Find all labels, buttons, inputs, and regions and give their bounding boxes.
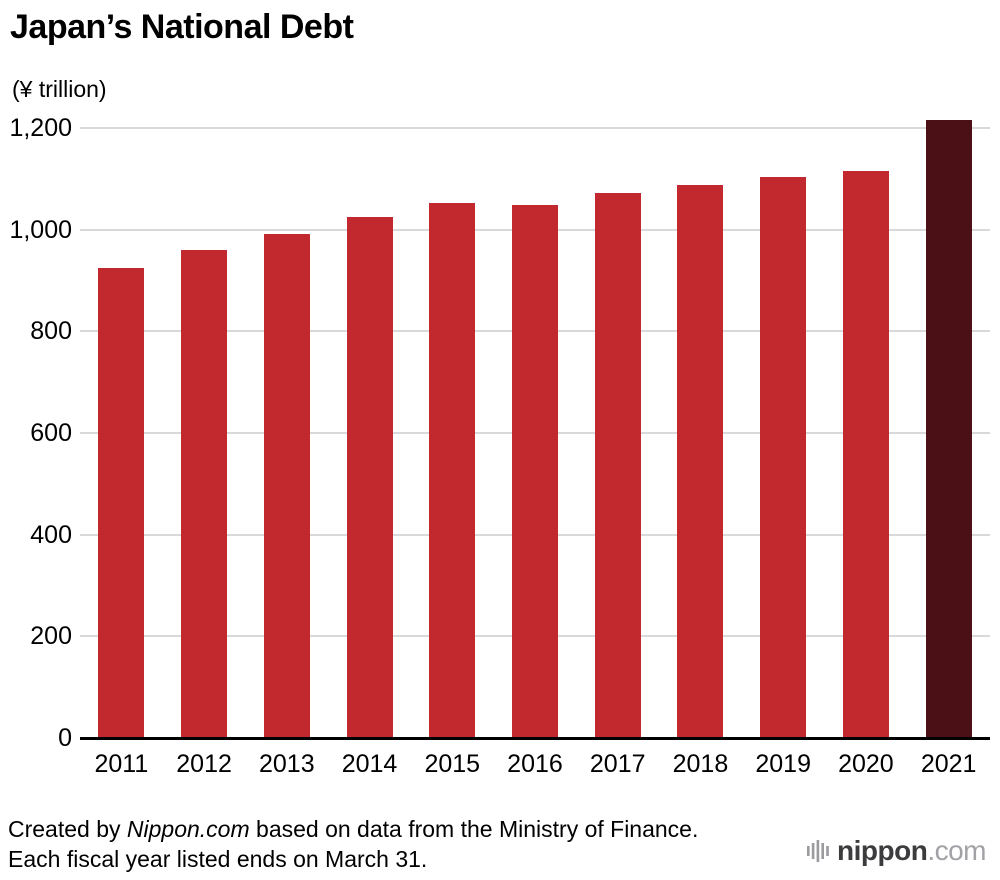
plot-area: [80, 119, 990, 738]
y-tick-label: 600: [30, 419, 72, 447]
x-tick-label: 2017: [589, 750, 646, 778]
footer-line-1: Created by Nippon.com based on data from…: [8, 814, 698, 844]
x-axis-tick-labels: 2011 2012 2013 2014 2015 2016 2017 2018 2019 2020…: [80, 748, 990, 780]
bar: [925, 119, 972, 738]
nippon-logo-bars-icon: [807, 840, 829, 862]
x-tick-label: 2012: [176, 750, 232, 778]
bar: [263, 233, 310, 738]
bar: [760, 177, 807, 738]
page-title: Japan’s National Debt: [10, 8, 354, 46]
y-axis-unit-label: (¥ trillion): [12, 76, 107, 102]
bar: [842, 171, 889, 738]
y-tick-label: 0: [58, 724, 72, 752]
bar: [181, 250, 228, 738]
x-tick-label: 2016: [507, 750, 563, 778]
bar: [594, 193, 641, 738]
footer-notes: Created by Nippon.com based on data from…: [8, 814, 698, 874]
bar: [677, 184, 724, 738]
y-tick-label: 400: [30, 520, 72, 549]
x-axis-line: [80, 737, 990, 740]
y-tick-label: 800: [30, 317, 72, 346]
x-tick-label: 2020: [838, 750, 894, 778]
y-tick-label: 1,200: [9, 114, 72, 142]
x-tick-label: 2013: [259, 750, 315, 778]
logo-name-text: nippon: [837, 835, 928, 866]
y-tick-label: 200: [30, 622, 72, 651]
x-tick-label: 2011: [94, 750, 149, 778]
nippon-com-logo: nippon .com: [807, 834, 986, 868]
bar: [98, 268, 145, 738]
y-tick-label: 1,000: [9, 215, 72, 244]
footer-line1-prefix: Created by: [8, 816, 127, 842]
footer-line1-suffix: based on data from the Ministry of Finan…: [249, 816, 699, 842]
x-tick-label: 2021: [920, 750, 977, 778]
gridline: [80, 127, 990, 129]
x-tick-label: 2015: [424, 750, 481, 778]
x-tick-label: 2018: [672, 750, 729, 778]
footer-source-name: Nippon.com: [126, 816, 250, 842]
y-axis-tick-labels: 0 200 400 600 800 1,000 1,200: [0, 114, 72, 752]
x-tick-label: 2014: [341, 750, 398, 778]
bar: [512, 204, 558, 738]
bar: [429, 202, 476, 738]
footer-line-2: Each fiscal year listed ends on March 31…: [8, 846, 428, 872]
logo-tld-text: .com: [927, 835, 986, 866]
bar: [346, 216, 393, 738]
x-tick-label: 2019: [755, 750, 811, 778]
